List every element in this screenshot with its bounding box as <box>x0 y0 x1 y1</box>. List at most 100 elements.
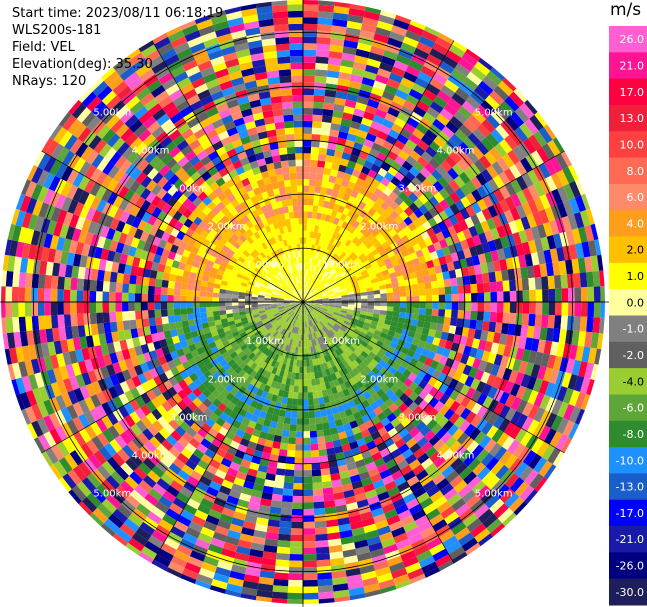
velocity-gate <box>480 489 496 504</box>
velocity-gate <box>193 307 200 314</box>
velocity-gate <box>229 370 238 379</box>
velocity-gate <box>200 498 214 509</box>
velocity-gate <box>338 269 345 276</box>
velocity-gate <box>107 425 120 439</box>
velocity-gate <box>242 322 250 329</box>
velocity-gate <box>490 479 505 495</box>
velocity-gate <box>319 268 325 275</box>
velocity-gate <box>207 403 218 413</box>
velocity-gate <box>196 573 213 586</box>
velocity-gate <box>199 475 212 487</box>
velocity-gate <box>346 288 354 293</box>
velocity-gate <box>277 318 284 324</box>
velocity-gate <box>311 469 322 477</box>
velocity-gate <box>470 283 478 294</box>
velocity-gate <box>351 254 359 262</box>
velocity-gate <box>524 469 539 486</box>
velocity-gate <box>360 256 369 264</box>
velocity-gate <box>110 489 126 504</box>
velocity-gate <box>75 446 89 462</box>
velocity-gate <box>296 359 300 367</box>
velocity-gate <box>455 503 470 517</box>
velocity-gate <box>217 402 227 412</box>
velocity-gate <box>24 302 32 317</box>
velocity-gate <box>303 353 306 361</box>
velocity-gate <box>200 312 208 319</box>
velocity-gate <box>180 509 195 522</box>
velocity-gate <box>275 324 282 331</box>
velocity-gate <box>514 372 525 386</box>
velocity-gate <box>326 235 332 243</box>
velocity-gate <box>394 215 404 225</box>
velocity-gate <box>427 350 436 360</box>
velocity-gate <box>289 378 295 386</box>
velocity-gate <box>593 286 601 302</box>
velocity-gate <box>373 267 382 275</box>
velocity-gate <box>272 408 281 416</box>
velocity-gate <box>345 231 353 240</box>
velocity-gate <box>303 366 307 374</box>
velocity-gate <box>312 121 322 129</box>
velocity-gate <box>139 521 155 536</box>
velocity-gate <box>268 386 275 395</box>
velocity-gate <box>340 310 348 314</box>
velocity-gate <box>445 540 462 555</box>
velocity-gate <box>325 274 332 281</box>
velocity-gate <box>329 551 344 560</box>
velocity-gate <box>360 350 369 359</box>
velocity-gate <box>398 165 409 177</box>
velocity-gate <box>586 271 594 288</box>
velocity-gate <box>296 424 303 432</box>
velocity-gate <box>42 415 56 432</box>
velocity-gate <box>391 160 402 172</box>
velocity-gate <box>307 218 312 225</box>
velocity-gate <box>319 321 325 328</box>
velocity-gate <box>398 191 409 202</box>
velocity-gate <box>269 453 279 462</box>
velocity-gate <box>359 285 367 290</box>
velocity-gate <box>303 521 315 529</box>
velocity-gate <box>225 535 240 546</box>
velocity-gate <box>560 315 568 330</box>
velocity-gate <box>292 359 297 367</box>
velocity-gate <box>456 250 466 261</box>
velocity-gate <box>359 209 368 219</box>
velocity-gate <box>351 236 360 245</box>
velocity-gate <box>340 290 348 294</box>
velocity-gate <box>521 172 534 188</box>
velocity-gate <box>196 443 208 454</box>
velocity-gate <box>322 108 334 117</box>
velocity-gate <box>586 208 595 225</box>
velocity-gate <box>375 326 383 333</box>
velocity-gate <box>400 417 412 428</box>
velocity-gate <box>471 189 483 202</box>
velocity-gate <box>304 289 306 296</box>
velocity-gate <box>303 185 310 193</box>
velocity-gate <box>326 70 340 79</box>
velocity-gate <box>350 333 358 340</box>
velocity-gate <box>432 302 439 310</box>
velocity-gate <box>450 457 464 471</box>
velocity-gate <box>296 418 303 425</box>
velocity-gate <box>303 75 315 83</box>
velocity-gate <box>163 423 175 435</box>
velocity-gate <box>303 211 308 218</box>
velocity-gate <box>422 480 437 492</box>
velocity-gate <box>246 383 255 392</box>
velocity-gate <box>303 308 305 315</box>
velocity-gate <box>287 317 293 324</box>
velocity-gate <box>376 371 385 380</box>
velocity-gate <box>273 578 289 587</box>
velocity-gate <box>154 554 171 568</box>
velocity-gate <box>376 322 385 328</box>
velocity-gate <box>162 513 177 527</box>
velocity-gate <box>423 383 434 394</box>
velocity-gate <box>295 320 298 327</box>
velocity-gate <box>445 470 459 484</box>
velocity-gate <box>267 350 274 358</box>
velocity-gate <box>408 401 419 412</box>
velocity-gate <box>379 310 387 316</box>
velocity-gate <box>186 427 198 438</box>
velocity-gate <box>231 298 239 302</box>
velocity-gate <box>392 498 406 509</box>
